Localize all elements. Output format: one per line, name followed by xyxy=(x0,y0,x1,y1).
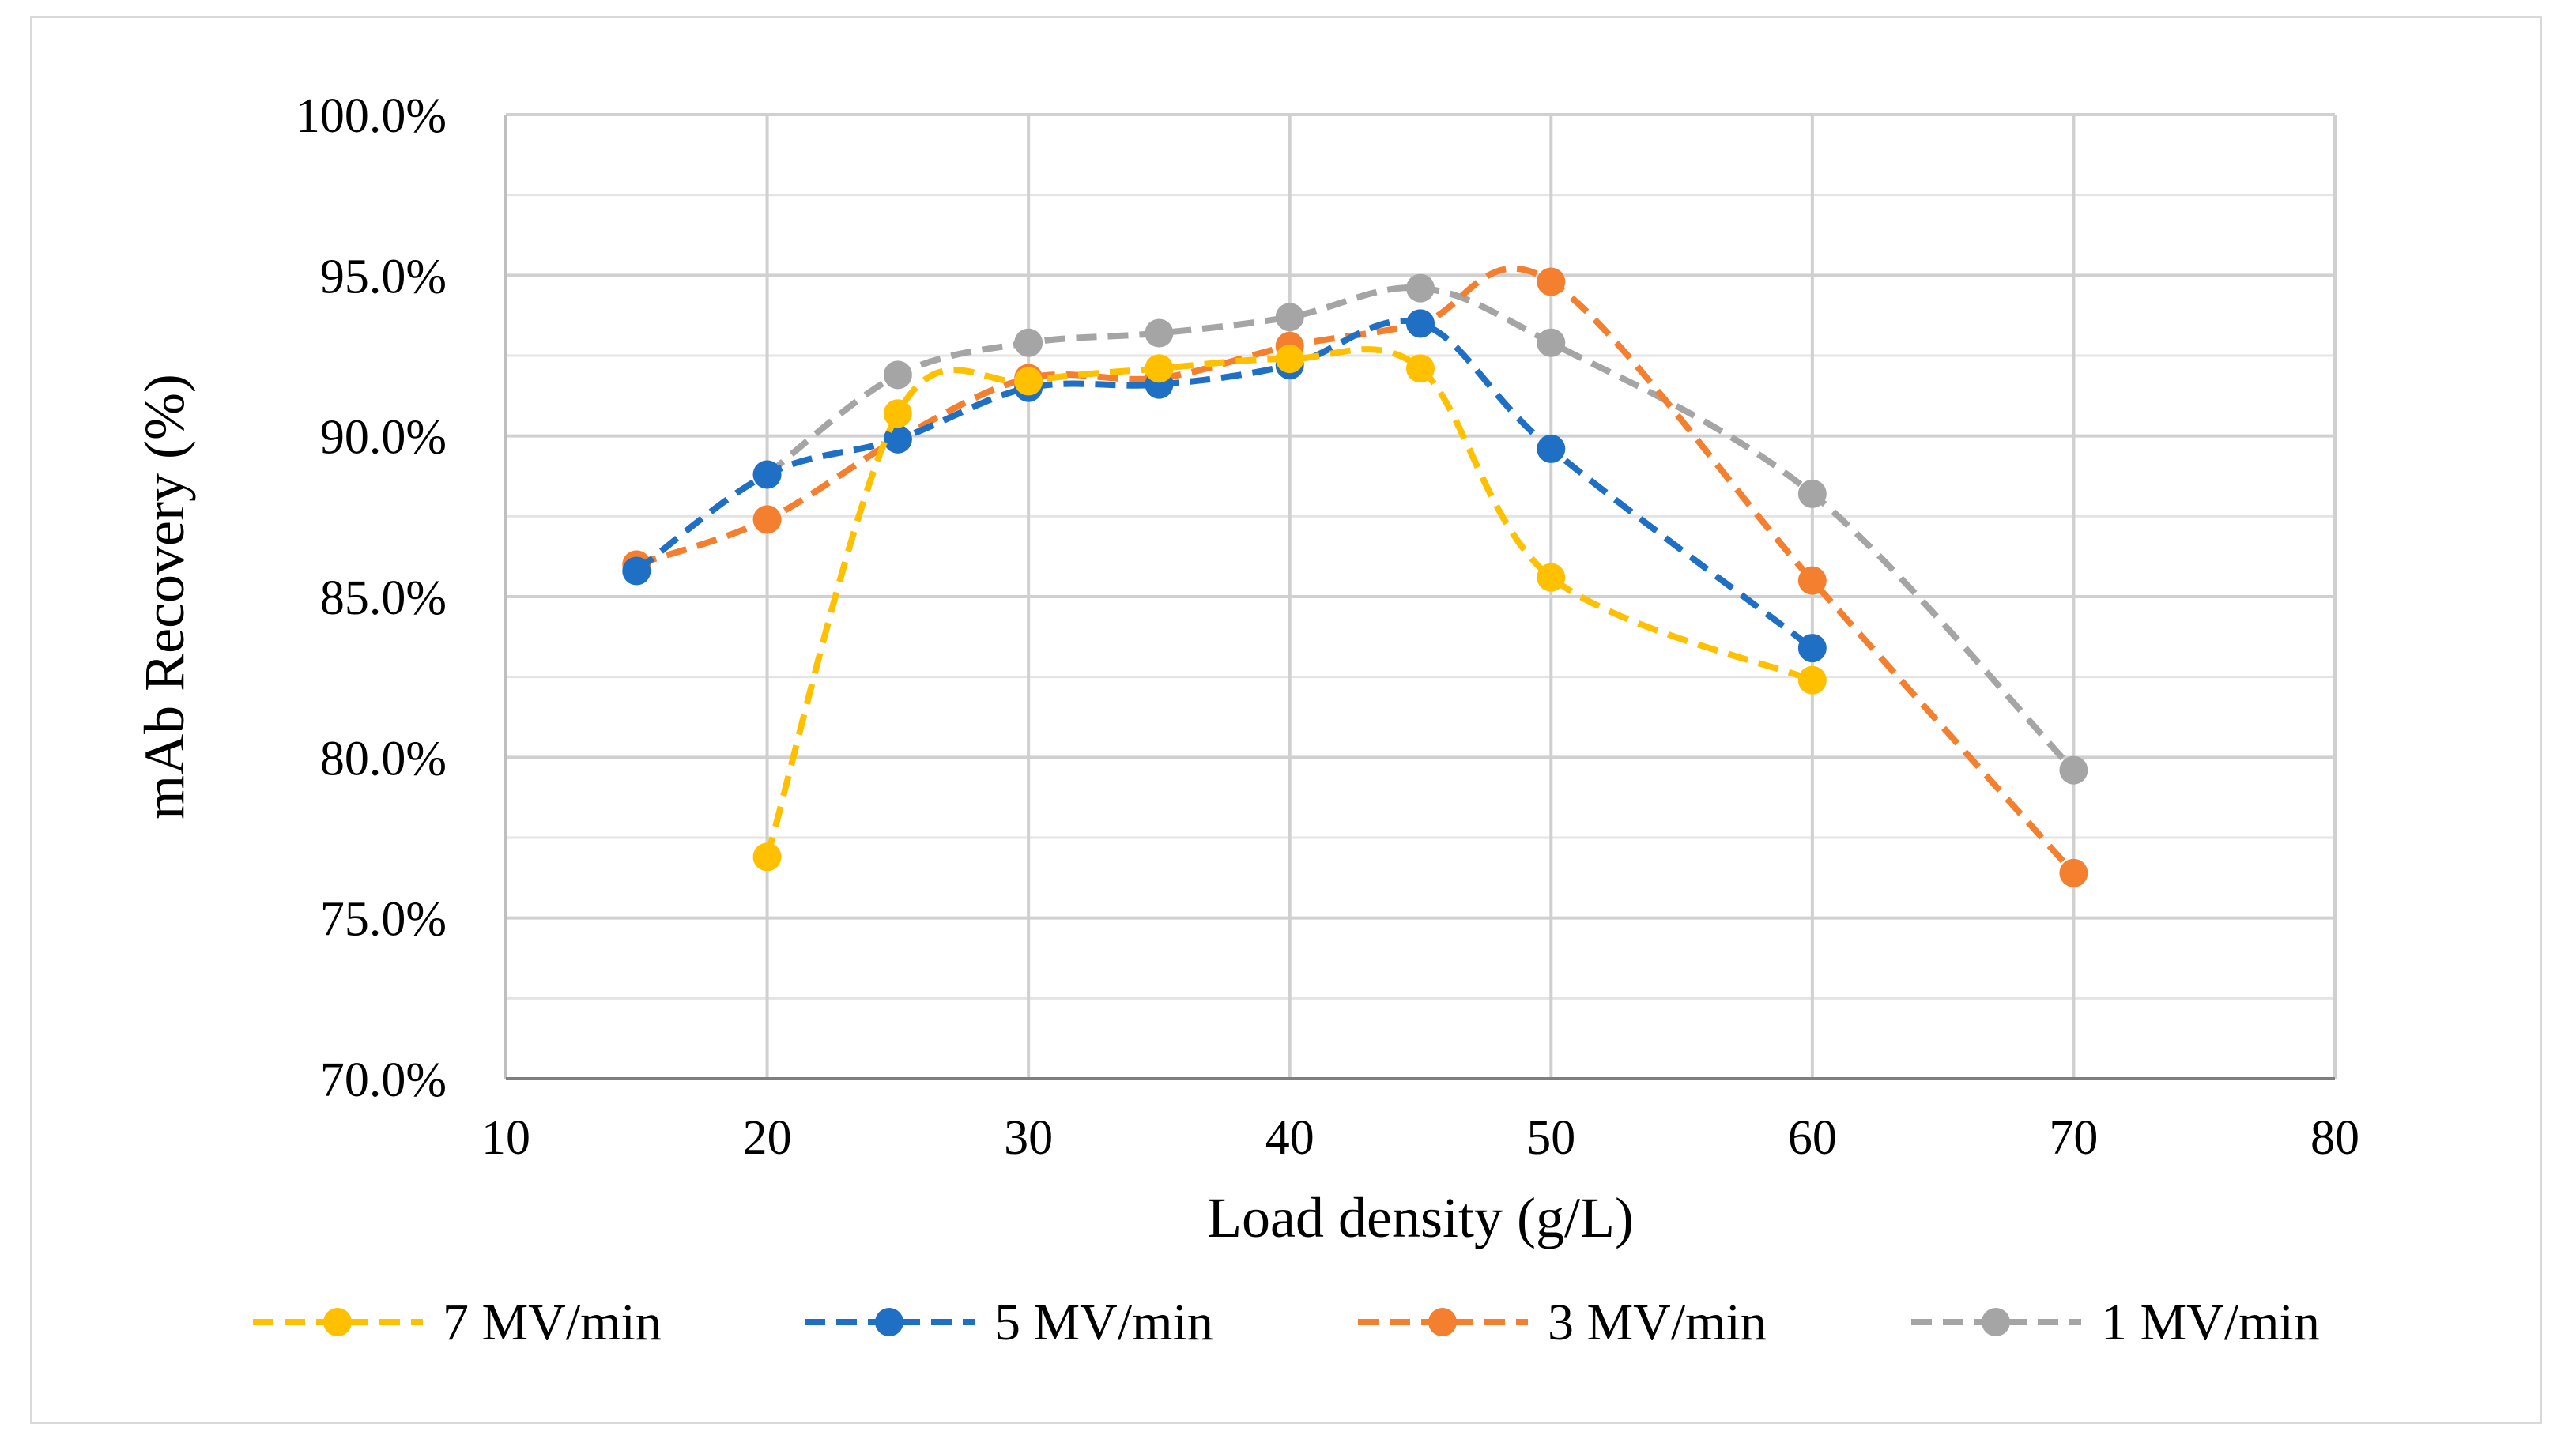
data-point xyxy=(1797,665,1827,695)
series-line xyxy=(634,318,1815,651)
x-tick-label: 50 xyxy=(1526,1111,1575,1165)
legend-label: 7 MV/min xyxy=(443,1294,662,1351)
data-point xyxy=(1406,309,1435,338)
x-tick-label: 70 xyxy=(2049,1111,2098,1165)
data-point xyxy=(1537,267,1566,296)
legend-label: 1 MV/min xyxy=(2101,1294,2320,1351)
legend-label: 5 MV/min xyxy=(994,1294,1213,1351)
x-tick-label: 80 xyxy=(2310,1111,2359,1165)
y-tick-label: 70.0% xyxy=(320,1053,447,1107)
x-tick-label: 10 xyxy=(481,1111,530,1165)
data-point xyxy=(2059,755,2088,785)
y-tick-label: 80.0% xyxy=(320,732,447,786)
y-tick-label: 95.0% xyxy=(320,250,447,303)
data-point xyxy=(1797,479,1827,508)
data-point xyxy=(1797,634,1827,663)
legend-entry: 5 MV/min xyxy=(805,1294,1213,1351)
legend: 7 MV/min 5 MV/min 3 MV/min 1 MV/min xyxy=(253,1294,2320,1351)
y-axis-title: mAb Recovery (%) xyxy=(133,374,196,819)
data-point xyxy=(1145,354,1174,383)
legend-entry: 7 MV/min xyxy=(253,1294,662,1351)
series-1-mv-min xyxy=(752,273,2088,785)
gridlines xyxy=(506,113,2337,1079)
tick-labels: 70.0% 75.0% 80.0% 85.0% 90.0% 95.0% 100.0% 10 20… xyxy=(296,89,2359,1165)
data-point xyxy=(1406,354,1435,383)
x-tick-label: 30 xyxy=(1004,1111,1053,1165)
data-point xyxy=(752,505,782,534)
legend-label: 3 MV/min xyxy=(1548,1294,1767,1351)
data-point xyxy=(1537,328,1566,357)
legend-entry: 3 MV/min xyxy=(1358,1294,1767,1351)
data-point xyxy=(883,399,912,428)
data-point xyxy=(1014,328,1043,357)
y-tick-label: 100.0% xyxy=(296,89,447,143)
legend-marker xyxy=(323,1308,352,1336)
x-tick-label: 40 xyxy=(1265,1111,1314,1165)
x-axis-title: Load density (g/L) xyxy=(1207,1186,1634,1249)
data-point xyxy=(1275,345,1304,374)
legend-entry: 1 MV/min xyxy=(1911,1294,2320,1351)
chart-frame xyxy=(30,16,2542,1424)
series xyxy=(622,265,2088,887)
axes xyxy=(504,115,2335,1080)
series-line xyxy=(764,346,1814,858)
y-tick-label: 75.0% xyxy=(320,893,447,947)
x-tick-label: 60 xyxy=(1788,1111,1837,1165)
legend-marker xyxy=(875,1308,903,1336)
data-point xyxy=(1537,563,1566,592)
data-point xyxy=(1145,318,1174,348)
data-point xyxy=(752,842,782,872)
legend-marker xyxy=(1428,1308,1457,1336)
data-point xyxy=(622,556,651,586)
data-point xyxy=(2059,858,2088,887)
data-point xyxy=(883,360,912,390)
y-tick-label: 85.0% xyxy=(320,571,447,625)
data-point xyxy=(1014,367,1043,396)
legend-marker xyxy=(1982,1308,2010,1336)
data-point xyxy=(1275,303,1304,332)
x-tick-label: 20 xyxy=(743,1111,792,1165)
data-point xyxy=(752,460,782,489)
data-point xyxy=(1797,566,1827,595)
data-point xyxy=(1537,434,1566,463)
series-line xyxy=(635,265,2076,876)
series-7-mv-min xyxy=(752,345,1827,872)
y-tick-label: 90.0% xyxy=(320,411,447,465)
data-point xyxy=(1406,273,1435,303)
